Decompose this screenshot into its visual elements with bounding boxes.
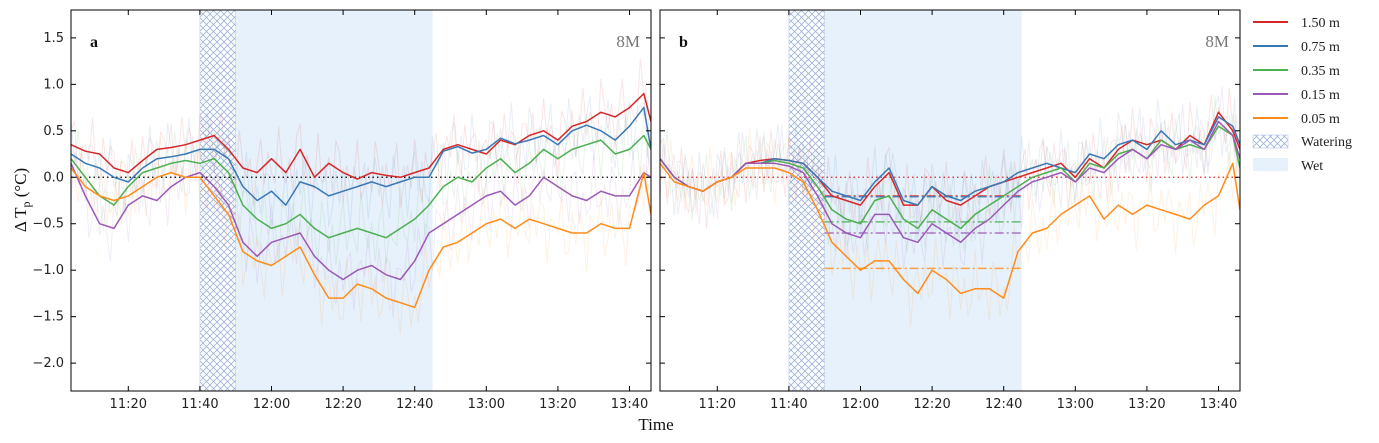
- raw-noise-005-b: [660, 128, 1239, 326]
- y-axis-label-main: Δ T: [11, 207, 30, 232]
- x-tick-label-b: 11:20: [699, 397, 736, 412]
- y-axis-label-sub: p: [19, 202, 33, 208]
- y-tick-label: −0.5: [32, 217, 64, 232]
- raw-noise-005-a: [71, 136, 650, 335]
- legend-swatch-wet: [1253, 158, 1288, 171]
- legend-label-035: 0.35 m: [1301, 64, 1340, 79]
- y-tick-label: −1.0: [32, 263, 64, 278]
- watering-region-b: [788, 9, 825, 392]
- y-ticks-a: 1.5 1.0 0.5 0.0 −0.5 −1.0 −1.5 −2.0: [32, 31, 651, 371]
- legend-label-wet: Wet: [1301, 159, 1323, 174]
- x-tick-label-b: 11:40: [770, 397, 807, 412]
- y-axis-label: Δ Tp (°C): [11, 168, 33, 232]
- y-tick-label: 1.0: [43, 77, 64, 92]
- legend-label-005: 0.05 m: [1301, 112, 1340, 127]
- x-axis-label: Time: [638, 415, 673, 434]
- legend-swatch-watering: [1252, 134, 1289, 149]
- x-tick-label-b: 13:20: [1128, 397, 1165, 412]
- x-ticks-a: 11:20 11:40 12:00 12:20 12:40 13:00 13:20 13:40: [110, 10, 648, 412]
- site-label-a: 8M: [616, 32, 640, 51]
- x-tick-label-a: 13:40: [611, 397, 648, 412]
- panel-label-b: b: [679, 34, 688, 51]
- x-tick-label-a: 13:00: [468, 397, 505, 412]
- series-line-015-a: [71, 162, 651, 281]
- x-tick-label-a: 11:20: [110, 397, 147, 412]
- x-ticks-b: 11:20 11:40 12:00 12:20 12:40 13:00 13:20 13:40: [699, 10, 1237, 412]
- axes-frame-b: [659, 9, 1241, 392]
- x-tick-label-a: 12:00: [253, 397, 290, 412]
- series-line-075-a: [71, 106, 651, 206]
- series-line-150-a: [71, 92, 651, 180]
- wet-region-b: [824, 10, 1022, 391]
- panel-label-a: a: [90, 34, 98, 51]
- raw-noise-075-a: [71, 84, 650, 229]
- plot-area-b: [660, 86, 1240, 326]
- legend: 1.50 m 0.75 m 0.35 m 0.15 m 0.05 m Water…: [1252, 16, 1352, 174]
- legend-label-015: 0.15 m: [1301, 88, 1340, 103]
- series-line-150-b: [660, 111, 1240, 206]
- y-tick-label: 1.5: [43, 31, 64, 46]
- x-tick-label-a: 13:20: [539, 397, 576, 412]
- x-tick-label-b: 13:00: [1057, 397, 1094, 412]
- panel-a: 1.51.00.50.0−0.5−1.0−1.5−2.0 11:20 11:40 1…: [32, 9, 652, 412]
- y-tick-label: −1.5: [32, 310, 64, 325]
- x-tick-label-b: 13:40: [1200, 397, 1237, 412]
- x-tick-label-a: 12:20: [324, 397, 361, 412]
- x-tick-label-a: 11:40: [181, 397, 218, 412]
- x-tick-label-b: 12:20: [913, 397, 950, 412]
- x-tick-label-a: 12:40: [396, 397, 433, 412]
- legend-label-150: 1.50 m: [1301, 16, 1340, 31]
- legend-label-075: 0.75 m: [1301, 40, 1340, 55]
- series-line-035-a: [71, 134, 651, 239]
- y-tick-label: 0.0: [43, 170, 64, 185]
- x-tick-label-b: 12:00: [842, 397, 879, 412]
- series-line-005-a: [71, 167, 651, 309]
- series-line-005-b: [660, 162, 1240, 299]
- site-label-b: 8M: [1205, 32, 1229, 51]
- y-axis-label-unit: (°C): [11, 168, 30, 202]
- legend-label-watering: Watering: [1301, 135, 1352, 150]
- y-ticks-b: [660, 37, 1240, 364]
- axes-frame-a: [70, 9, 652, 392]
- y-tick-label: −2.0: [32, 356, 64, 371]
- y-tick-label: 0.5: [43, 124, 64, 139]
- x-tick-label-b: 12:40: [985, 397, 1022, 412]
- series-line-015-b: [660, 120, 1240, 244]
- wet-region-a: [235, 10, 433, 391]
- panel-b: 11:20 11:40 12:00 12:20 12:40 13:00 13:20 13:40…: [659, 9, 1241, 412]
- raw-noise-035-a: [71, 113, 650, 266]
- plot-area-a: [71, 58, 651, 335]
